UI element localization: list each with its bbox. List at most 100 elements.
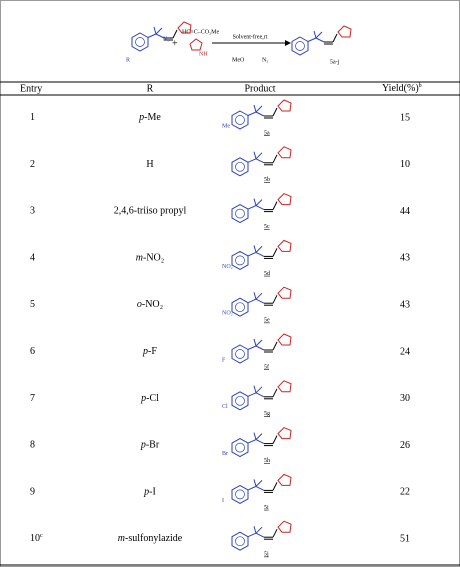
r-group: p-I <box>143 487 156 498</box>
yield: 22 <box>400 487 410 498</box>
scheme-product-label: 5a-j <box>330 59 340 65</box>
product-label: 5a <box>264 130 270 136</box>
r-text: -Me <box>144 112 161 123</box>
r-group: p-Me <box>138 112 161 123</box>
product-label: 5c <box>264 224 270 230</box>
yield: 43 <box>400 299 410 310</box>
r-group: 2,4,6-triiso propyl <box>114 206 187 217</box>
r-text: 2,4,6-triiso propyl <box>114 206 187 217</box>
entry-note: c <box>40 534 43 540</box>
product-label: 5i <box>264 505 269 511</box>
r-text: -F <box>148 346 157 357</box>
scheme-azide: N₃ <box>163 36 169 42</box>
entry: 2 <box>30 159 35 170</box>
entry-number: 7 <box>30 393 35 404</box>
yield: 26 <box>400 440 410 451</box>
header-product: Product <box>244 83 275 94</box>
entry: 9 <box>30 487 35 498</box>
r-prefix: m <box>136 253 143 264</box>
r-group: o-NO₂ <box>137 299 163 310</box>
entry-number: 3 <box>30 206 35 217</box>
product-structure <box>231 239 292 270</box>
scheme-reactant <box>131 21 192 52</box>
r-text: -NO₂ <box>143 253 164 264</box>
entry: 7 <box>30 393 35 404</box>
header-yield: Yield(%)b <box>382 83 422 94</box>
product-label: 5g <box>264 411 270 417</box>
r-group: m-NO₂ <box>136 253 165 264</box>
substituent: NO₂ <box>222 311 233 317</box>
yield: 43 <box>400 253 410 264</box>
product-label: 5h <box>264 458 270 464</box>
scheme-product <box>291 25 352 56</box>
entry-number: 10 <box>30 533 40 544</box>
yield: 51 <box>400 533 410 544</box>
scheme-byproduct: MeO <box>232 57 245 63</box>
scheme-arrowhead <box>285 40 291 46</box>
r-prefix: p <box>138 112 144 123</box>
product-structure <box>231 380 292 411</box>
substituent: Me <box>222 123 230 129</box>
product-structure <box>231 193 292 224</box>
header-yield-text: Yield(%) <box>382 83 419 94</box>
r-prefix: o <box>137 299 142 310</box>
scheme-conditions: Solvent-free,rt <box>233 33 268 40</box>
r-group: p-Cl <box>140 393 159 404</box>
entry: 6 <box>30 346 35 357</box>
product-label: 5b <box>264 177 270 183</box>
product-structure <box>231 520 292 551</box>
r-text: -Cl <box>146 393 159 404</box>
entry-number: 5 <box>30 299 35 310</box>
product-label: 5d <box>264 271 270 277</box>
yield: 15 <box>400 112 410 123</box>
entry-number: 6 <box>30 346 35 357</box>
entry: 1 <box>30 112 35 123</box>
r-group: m-sulfonylazide <box>118 533 183 544</box>
r-prefix: p <box>140 393 146 404</box>
scheme-reagent: HC≡C–CO₂Me <box>182 29 219 35</box>
r-prefix: p <box>143 487 149 498</box>
product-structure <box>231 99 292 130</box>
r-text: -I <box>149 487 156 498</box>
substituent: NO₂ <box>222 264 233 270</box>
yield: 24 <box>400 346 410 357</box>
header-entry: Entry <box>20 83 42 94</box>
reaction-scheme: R N₃ + HC≡C–CO₂Me NH Solvent-free,rt MeO… <box>126 21 352 65</box>
r-group: H <box>146 159 153 170</box>
product-structure <box>231 473 292 504</box>
r-prefix: p <box>140 440 146 451</box>
entry-number: 4 <box>30 253 35 264</box>
scheme-plus: + <box>172 38 178 49</box>
substituent: F <box>222 357 226 363</box>
r-group: p-F <box>142 346 157 357</box>
yield: 44 <box>400 206 410 217</box>
yield: 30 <box>400 393 410 404</box>
header-yield-note: b <box>419 83 422 89</box>
r-text: -NO₂ <box>142 299 163 310</box>
product-structure <box>231 333 292 364</box>
entry-number: 2 <box>30 159 35 170</box>
r-prefix: m <box>118 533 125 544</box>
entry-number: 8 <box>30 440 35 451</box>
scheme-amine-ring <box>189 38 203 51</box>
entry: 5 <box>30 299 35 310</box>
product-label: 5f <box>264 363 269 370</box>
product-structure <box>231 146 292 177</box>
scheme-r: R <box>126 57 130 63</box>
r-group: p-Br <box>140 440 160 451</box>
product-structure <box>231 427 292 458</box>
header-r: R <box>147 83 154 94</box>
r-prefix: p <box>142 346 148 357</box>
r-text: H <box>146 159 153 170</box>
r-text: -Br <box>146 440 160 451</box>
yield: 10 <box>400 159 410 170</box>
substituent: Cl <box>222 404 228 410</box>
entry: 3 <box>30 206 35 217</box>
substituent: Br <box>222 451 228 457</box>
entry: 10c <box>30 533 43 544</box>
substituent: I <box>222 498 224 504</box>
product-label: 5j <box>264 552 269 558</box>
scheme-n2: N₂ <box>262 57 268 63</box>
